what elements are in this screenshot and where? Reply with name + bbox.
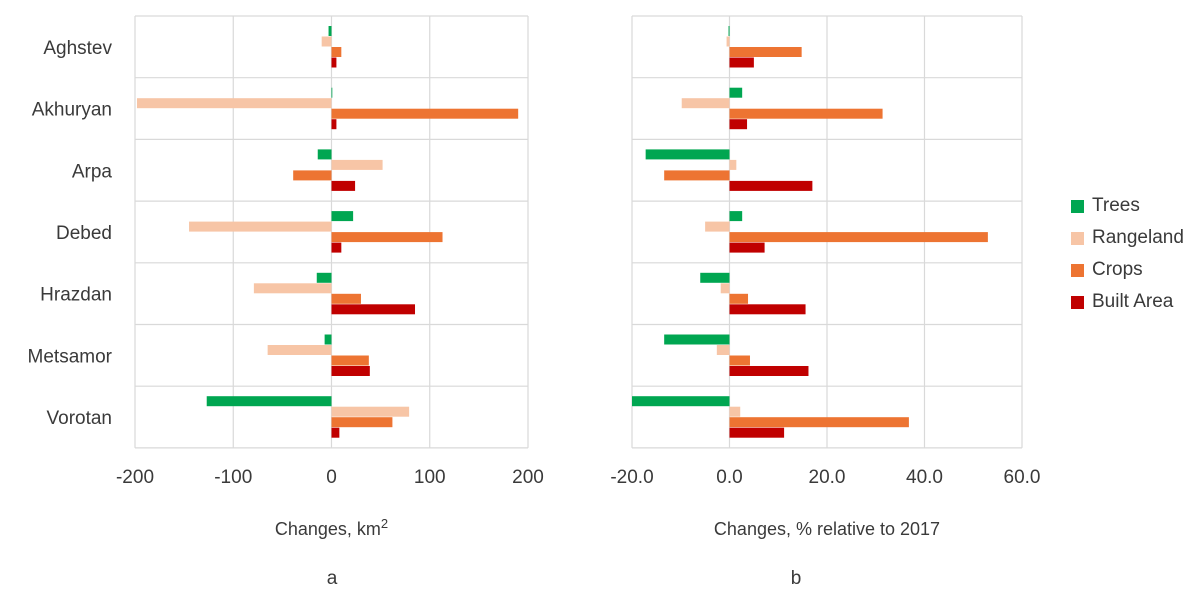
x-tick-label-1: -100 [214,467,252,488]
chart-legend: Trees Rangeland Crops Built Area [1071,194,1184,322]
bar-rangeland-akhuryan [136,98,332,109]
bar-crops-akhuryan [331,108,519,119]
bar-built-area-arpa [331,180,356,191]
bar-crops-aghstev [331,47,342,57]
bar-built-area-debed [729,242,765,253]
bar-trees-akhuryan [729,87,743,98]
x-axis-title-superscript: 2 [381,516,388,531]
legend-swatch-built-area [1071,295,1084,309]
bar-crops-hrazdan [331,293,361,304]
bar-trees-hrazdan [700,272,730,283]
bar-crops-arpa [664,170,730,181]
bar-rangeland-arpa [729,159,737,170]
category-label-vorotan: Vorotan [47,408,113,429]
bar-rangeland-debed [189,221,332,232]
legend-label-rangeland: Rangeland [1092,227,1184,248]
x-axis-title: Changes, % relative to 2017 [714,519,940,539]
x-tick-label-1: 0.0 [716,467,742,488]
bar-trees-akhuryan [331,87,333,98]
bar-built-area-vorotan [331,427,340,438]
legend-label-crops: Crops [1092,259,1143,280]
legend-item-built-area: Built Area [1071,290,1184,314]
bar-rangeland-debed [705,221,730,232]
bar-built-area-vorotan [729,427,785,438]
bar-crops-debed [331,232,443,243]
x-tick-label-3: 100 [414,467,446,488]
bar-built-area-aghstev [729,57,754,68]
bar-trees-vorotan [206,396,332,407]
bar-built-area-aghstev [331,57,337,68]
bar-built-area-debed [331,242,342,253]
x-axis-title: Changes, km2 [275,516,388,539]
bar-crops-metsamor [729,355,750,366]
bar-built-area-akhuryan [729,119,748,130]
legend-swatch-rangeland [1071,231,1084,245]
legend-item-rangeland: Rangeland [1071,226,1184,250]
bar-built-area-arpa [729,180,813,191]
bar-rangeland-akhuryan [681,98,730,109]
bar-rangeland-vorotan [331,406,410,417]
x-tick-label-2: 0 [326,467,337,488]
bar-rangeland-arpa [331,159,383,170]
legend-item-crops: Crops [1071,258,1184,282]
bar-crops-vorotan [729,417,909,428]
bar-trees-aghstev [328,26,332,36]
bar-trees-vorotan [632,396,730,407]
bar-crops-aghstev [729,47,802,57]
bar-built-area-hrazdan [729,304,806,315]
legend-item-trees: Trees [1071,194,1184,218]
bar-trees-arpa [645,149,730,160]
category-label-hrazdan: Hrazdan [40,285,112,306]
legend-label-trees: Trees [1092,195,1140,216]
bar-crops-debed [729,232,988,243]
x-tick-label-2: 20.0 [809,467,846,488]
x-tick-label-4: 200 [512,467,544,488]
bar-rangeland-metsamor [267,345,332,355]
x-tick-label-0: -20.0 [610,467,653,488]
panel-label-b: b [791,568,802,589]
x-tick-label-4: 60.0 [1004,467,1041,488]
category-label-akhuryan: Akhuryan [32,100,112,121]
legend-swatch-trees [1071,199,1084,213]
bar-trees-metsamor [664,334,730,345]
bar-built-area-hrazdan [331,304,416,315]
x-tick-label-3: 40.0 [906,467,943,488]
legend-swatch-crops [1071,263,1084,277]
bar-built-area-metsamor [331,366,370,376]
bar-rangeland-metsamor [716,345,730,355]
x-tick-label-0: -200 [116,467,154,488]
chart-panel-b: -20.0 0.0 20.0 40.0 60.0 Changes, % relative … [610,15,1041,589]
bar-crops-vorotan [331,417,393,428]
category-label-arpa: Arpa [72,161,113,182]
bar-trees-hrazdan [316,272,332,283]
bar-crops-hrazdan [729,293,749,304]
legend-label-built-area: Built Area [1092,291,1174,312]
bar-trees-aghstev [728,26,730,36]
bar-rangeland-hrazdan [253,283,332,294]
bar-trees-arpa [317,149,332,160]
category-label-debed: Debed [56,223,112,244]
panel-label-a: a [327,568,338,589]
category-label-aghstev: Aghstev [43,38,112,59]
bar-crops-metsamor [331,355,369,366]
category-label-metsamor: Metsamor [28,346,113,367]
bar-crops-arpa [293,170,332,181]
bar-rangeland-vorotan [729,406,741,417]
bar-rangeland-aghstev [321,36,332,47]
bar-rangeland-hrazdan [720,283,730,294]
bar-rangeland-aghstev [726,36,730,47]
bar-crops-akhuryan [729,108,883,119]
bar-built-area-metsamor [729,366,809,376]
chart-panel-a: Aghstev Akhuryan Arpa Debed Hrazdan Metsamor V… [28,15,544,589]
bar-trees-debed [331,211,354,222]
bar-trees-metsamor [324,334,332,345]
bar-trees-debed [729,211,743,222]
bar-built-area-akhuryan [331,119,337,130]
